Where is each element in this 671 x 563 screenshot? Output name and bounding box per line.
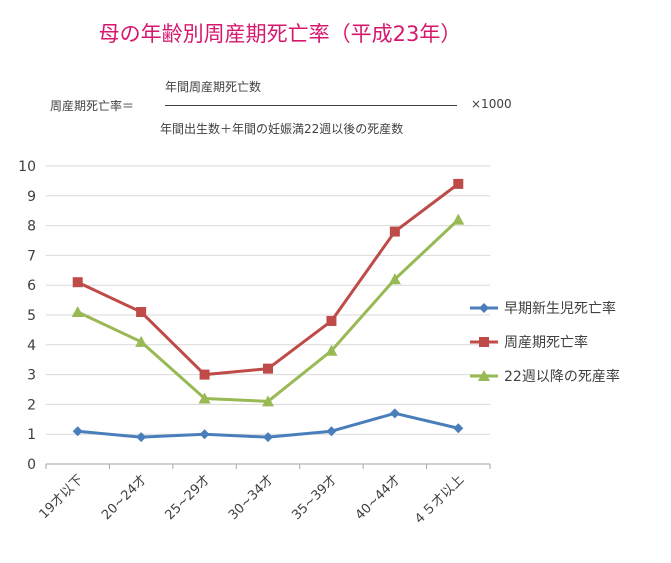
formula-multiplier: ×1000 (471, 97, 512, 111)
x-tick-label: 19才以下 (37, 472, 87, 522)
data-point (325, 344, 338, 356)
y-axis-ticks: 0 1 2 3 4 5 6 7 8 9 10 (18, 159, 36, 473)
data-point (199, 429, 210, 440)
data-point (72, 426, 83, 437)
legend-entry: 周産期死亡率 (470, 334, 588, 351)
legend-label: 早期新生児死亡率 (504, 300, 616, 317)
series-lines (71, 178, 465, 443)
legend-label: 22週以降の死産率 (504, 368, 620, 385)
series-diamond (72, 408, 464, 443)
x-tick-label: 30~34才 (226, 472, 277, 523)
data-point (263, 432, 273, 443)
x-tick-label: ４５才以上 (411, 472, 468, 529)
data-point (479, 303, 489, 313)
data-point (135, 335, 148, 347)
data-point (71, 306, 84, 318)
data-point (478, 370, 490, 381)
series-square (72, 178, 464, 380)
data-point (263, 363, 273, 374)
chart-title: 母の年齢別周産期死亡率（平成23年） (98, 22, 462, 46)
formula-numerator: 年間周産期死亡数 (165, 80, 262, 94)
data-point (72, 277, 83, 288)
data-point (136, 307, 147, 318)
data-point (479, 337, 489, 347)
y-tick-label: 10 (18, 159, 36, 175)
x-tick-label: 40~44才 (353, 472, 404, 523)
data-point (199, 369, 210, 380)
data-point (389, 408, 400, 419)
x-tick-label: 20~24才 (99, 472, 150, 523)
formula-denominator: 年間出生数＋年間の妊娠満22週以後の死産数 (160, 122, 404, 136)
y-tick-label: 4 (27, 338, 36, 354)
y-tick-label: 5 (27, 308, 36, 324)
formula-lhs: 周産期死亡率＝ (50, 99, 135, 113)
data-point (262, 395, 274, 407)
y-tick-label: 6 (27, 278, 36, 294)
formula-fraction-line (165, 105, 457, 106)
y-tick-label: 9 (27, 189, 36, 205)
data-point (388, 273, 401, 285)
data-point (453, 178, 464, 189)
y-tick-label: 7 (27, 248, 36, 264)
data-point (326, 426, 337, 437)
legend-entry: 22週以降の死産率 (470, 368, 620, 385)
y-tick-label: 8 (27, 219, 36, 235)
y-tick-label: 3 (27, 368, 36, 384)
series-triangle (71, 213, 465, 407)
y-tick-label: 2 (27, 397, 36, 413)
y-tick-label: 0 (27, 457, 36, 473)
data-point (136, 432, 147, 443)
x-tick-label: 35~39才 (289, 472, 340, 523)
data-point (198, 392, 211, 404)
legend-entry: 早期新生児死亡率 (470, 300, 616, 317)
legend-label: 周産期死亡率 (504, 334, 588, 351)
x-axis: 19才以下 20~24才 25~29才 30~34才 35~39才 40~44才 ４５才以上 (37, 463, 491, 529)
data-point (326, 315, 337, 326)
data-point (453, 423, 464, 434)
data-point (452, 213, 465, 225)
y-tick-label: 1 (27, 427, 36, 443)
x-tick-label: 25~29才 (162, 472, 213, 523)
series-line (77, 182, 460, 377)
data-point (389, 226, 400, 237)
